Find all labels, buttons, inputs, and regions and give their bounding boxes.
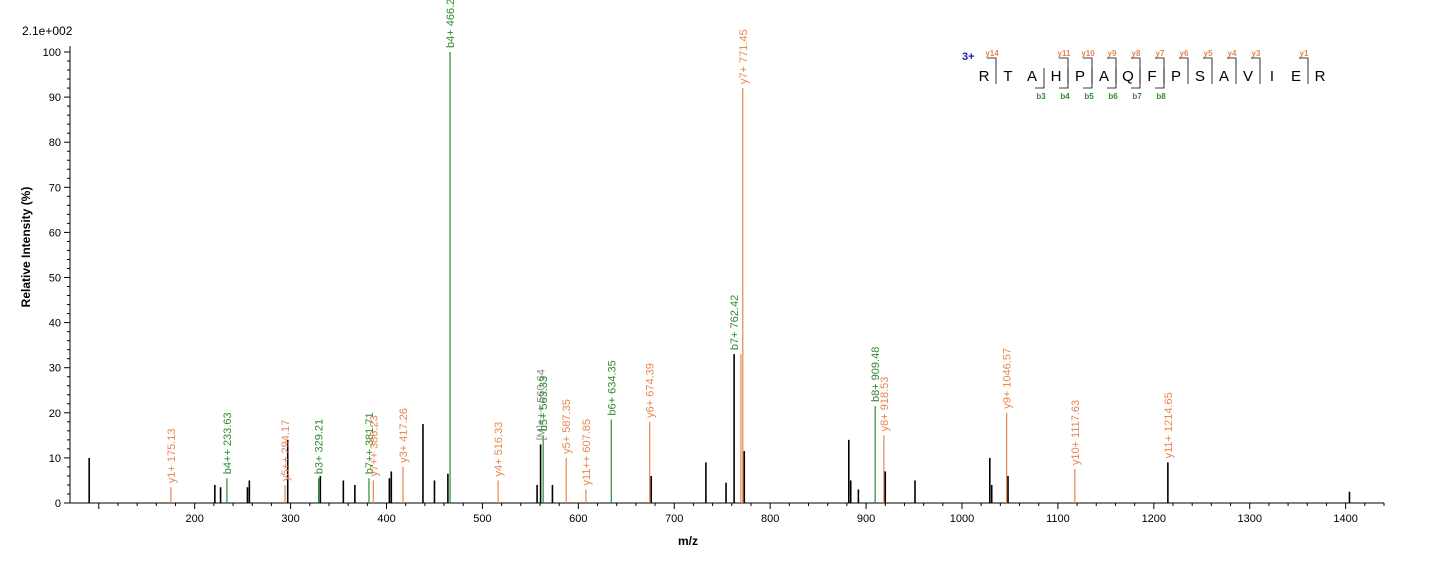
x-tick-label: 500 bbox=[473, 513, 491, 525]
x-tick-label: 400 bbox=[377, 513, 395, 525]
x-tick-label: 1000 bbox=[950, 513, 974, 525]
sequence-residue: H bbox=[1051, 68, 1062, 85]
y-ion-mark: y6 bbox=[1180, 49, 1189, 58]
y-ion-mark: y1 bbox=[1300, 49, 1309, 58]
sequence-residue: R bbox=[979, 68, 990, 85]
sequence-residue: Q bbox=[1122, 68, 1134, 85]
y-tick-label: 40 bbox=[49, 318, 61, 330]
y-tick-label: 90 bbox=[49, 92, 61, 104]
y-ion-mark: y8 bbox=[1132, 49, 1141, 58]
y-ion-mark: y9 bbox=[1108, 49, 1117, 58]
peak-label: y7+ 771.45 bbox=[738, 29, 750, 84]
y-axis-title: Relative Intensity (%) bbox=[19, 187, 33, 308]
sequence-residue: S bbox=[1195, 68, 1205, 85]
b-ion-mark: b6 bbox=[1108, 92, 1118, 101]
y-ion-mark: y7 bbox=[1156, 49, 1165, 58]
sequence-residue: P bbox=[1171, 68, 1181, 85]
b-ion-mark: b7 bbox=[1132, 92, 1142, 101]
y-ion-mark: y11 bbox=[1058, 49, 1071, 58]
y-ion-bracket bbox=[1179, 57, 1189, 84]
peak-label: b6+ 634.35 bbox=[606, 360, 618, 415]
x-tick-label: 1400 bbox=[1333, 513, 1357, 525]
peak-label: y11++ 607.85 bbox=[581, 419, 593, 485]
y-ion-mark: y14 bbox=[985, 49, 999, 58]
b-ion-mark: b3 bbox=[1036, 92, 1046, 101]
b-ion-bracket bbox=[1155, 68, 1165, 89]
peak-label: y1+ 175.13 bbox=[166, 428, 178, 483]
sequence-residue: P bbox=[1075, 68, 1085, 85]
peak-label: b8+ 909.48 bbox=[870, 347, 882, 402]
sequence-residue: A bbox=[1099, 68, 1109, 85]
b-ion-mark: b8 bbox=[1156, 92, 1166, 101]
peak-label: b4++ 233.63 bbox=[222, 412, 234, 474]
peak-label: [M]+++ 560.64 bbox=[536, 369, 548, 440]
peaks bbox=[88, 52, 1351, 503]
y-ion-bracket bbox=[1251, 57, 1261, 84]
b-ion-bracket bbox=[1107, 68, 1117, 89]
peak-label: b4+ 466.26 bbox=[445, 0, 457, 48]
charge-state: 3+ bbox=[962, 51, 975, 63]
peak-label: y9+ 1046.57 bbox=[1002, 348, 1014, 409]
y-tick-label: 0 bbox=[55, 498, 61, 510]
x-tick-label: 200 bbox=[186, 513, 204, 525]
intensity-scale-label: 2.1e+002 bbox=[22, 24, 73, 38]
b-ion-bracket bbox=[1083, 68, 1093, 89]
peak-label: b7+ 762.42 bbox=[729, 295, 741, 350]
x-tick-label: 700 bbox=[665, 513, 683, 525]
sequence-residue: I bbox=[1270, 68, 1274, 85]
b-ion-bracket bbox=[1059, 68, 1069, 89]
peak-label: y3+ 417.26 bbox=[398, 408, 410, 463]
peak-label: y11+ 1214.65 bbox=[1163, 392, 1175, 458]
sequence-residue: A bbox=[1027, 68, 1037, 85]
sequence-residue: R bbox=[1315, 68, 1326, 85]
peak-label: b3+ 329.21 bbox=[314, 419, 326, 474]
peak-label: b7++ 381.71 bbox=[364, 412, 376, 474]
peak-label: y5++ 294.17 bbox=[280, 420, 292, 481]
y-ion-mark: y3 bbox=[1252, 49, 1261, 58]
b-ion-mark: b5 bbox=[1084, 92, 1094, 101]
y-ion-mark: y5 bbox=[1204, 49, 1213, 58]
x-tick-label: 800 bbox=[761, 513, 779, 525]
axes: 200 300 400 500 600 700 800 900 1000 1100 1200 1300… bbox=[43, 46, 1385, 525]
x-tick-label: 900 bbox=[857, 513, 875, 525]
x-tick-label: 1100 bbox=[1046, 513, 1070, 525]
y-tick-label: 30 bbox=[49, 363, 61, 375]
b-ion-mark: b4 bbox=[1060, 92, 1070, 101]
peak-label: y4+ 516.33 bbox=[493, 422, 505, 477]
sequence-residue: A bbox=[1219, 68, 1229, 85]
peak-label: y6+ 674.39 bbox=[645, 363, 657, 418]
y-tick-label: 10 bbox=[49, 453, 61, 465]
y-ion-bracket bbox=[1299, 57, 1309, 84]
peak-label: y10+ 1117.63 bbox=[1070, 400, 1082, 465]
y-tick-label: 100 bbox=[43, 47, 61, 59]
y-ion-bracket bbox=[1203, 57, 1213, 84]
peak-label: b5+ 563.33 bbox=[538, 376, 550, 431]
x-axis-title: m/z bbox=[678, 534, 698, 548]
y-tick-label: 80 bbox=[49, 137, 61, 149]
peak-labels: y1+ 175.13 b4++ 233.63 y5++ 294.17 b3+ 329.… bbox=[166, 0, 1175, 485]
b-ion-bracket bbox=[1131, 68, 1141, 89]
peak-label: y7++ 386.23 bbox=[368, 415, 380, 476]
y-tick-label: 50 bbox=[49, 273, 61, 285]
y-tick-label: 60 bbox=[49, 227, 61, 239]
peak-label: y5+ 587.35 bbox=[561, 399, 573, 454]
x-tick-label: 600 bbox=[569, 513, 587, 525]
y-tick-label: 20 bbox=[49, 408, 61, 420]
x-tick-label: 1200 bbox=[1142, 513, 1166, 525]
sequence-residue: T bbox=[1003, 68, 1012, 85]
peak-label: y8+ 918.53 bbox=[879, 377, 891, 432]
y-ion-bracket bbox=[1227, 57, 1237, 84]
y-tick-label: 70 bbox=[49, 182, 61, 194]
y-ion-mark: y4 bbox=[1228, 49, 1237, 58]
sequence-residue: E bbox=[1291, 68, 1301, 85]
b-ion-bracket bbox=[1035, 68, 1045, 89]
y-ion-bracket bbox=[987, 57, 997, 84]
sequence-residue: V bbox=[1243, 68, 1253, 85]
x-tick-label: 1300 bbox=[1237, 513, 1261, 525]
sequence-residue: F bbox=[1147, 68, 1156, 85]
x-tick-label: 300 bbox=[281, 513, 299, 525]
y-ion-mark: y10 bbox=[1081, 49, 1095, 58]
